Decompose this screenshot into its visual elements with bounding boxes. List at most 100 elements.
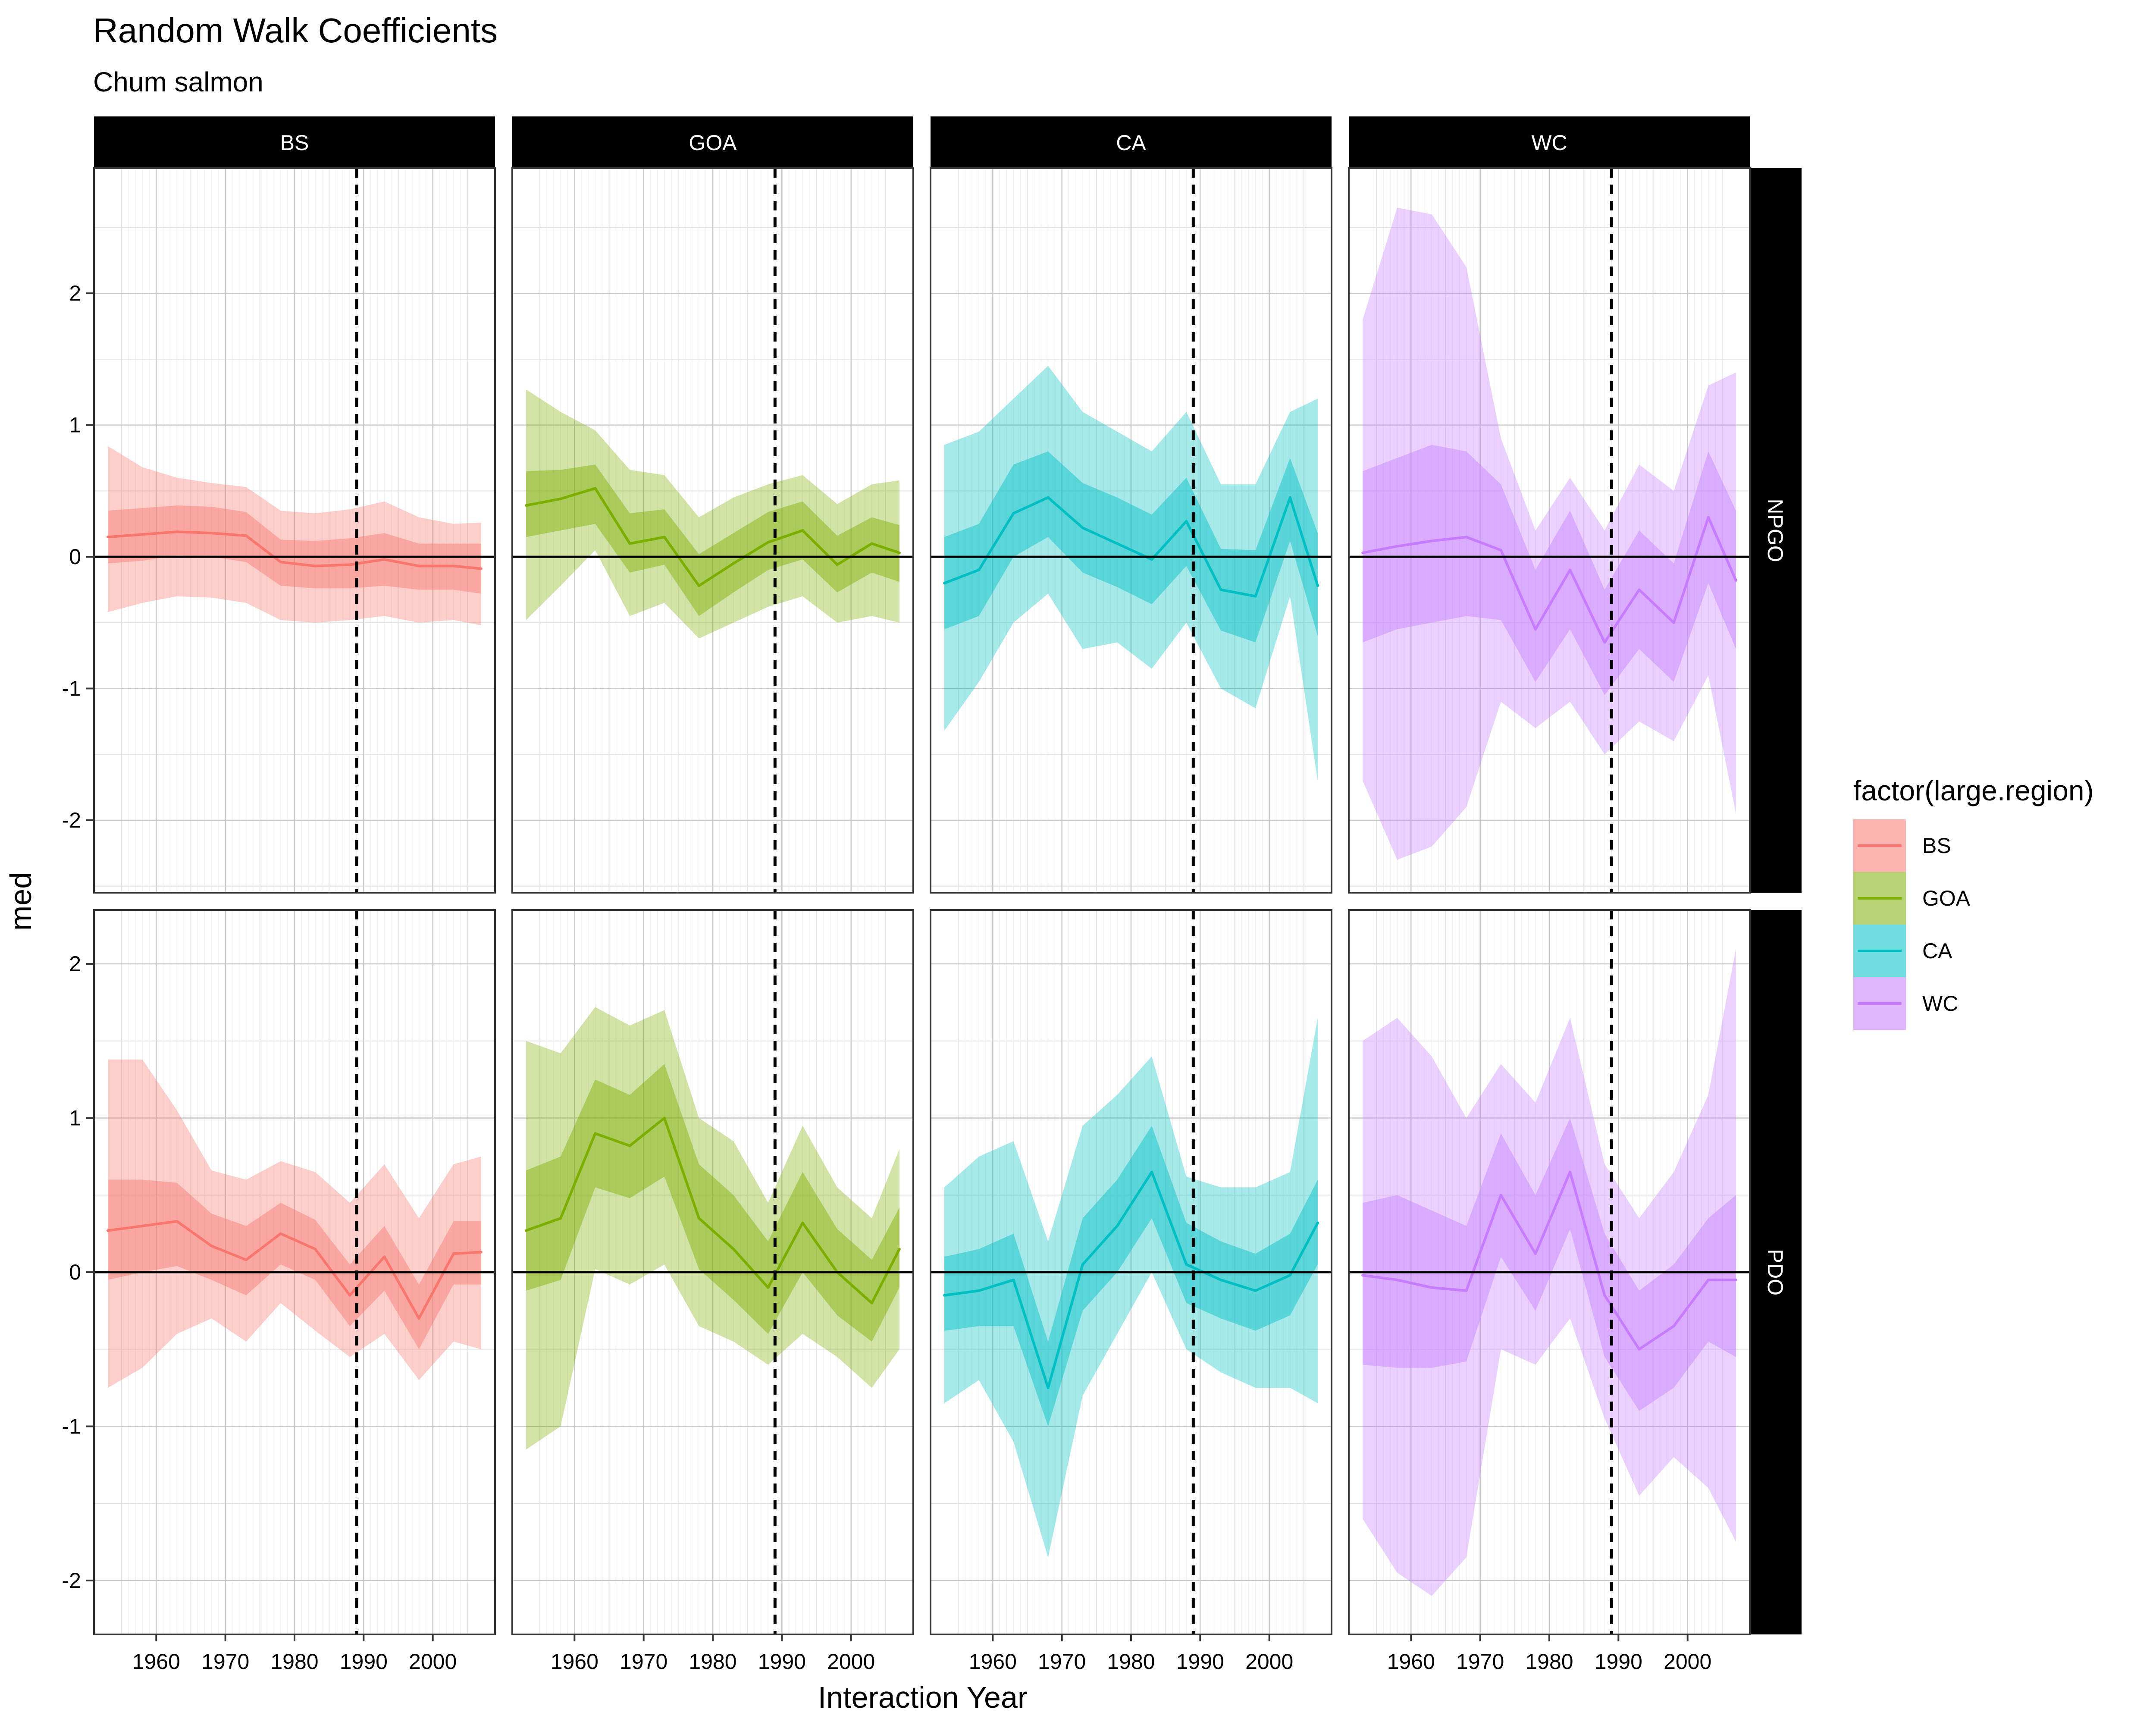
strip-bs [94, 116, 495, 168]
x-tick-label: 1960 [969, 1650, 1017, 1674]
panel-wc-pdo [1348, 909, 1751, 1635]
y-tick-label: 1 [69, 413, 81, 437]
y-tick-label: -2 [62, 1568, 81, 1593]
outer-credible-band [108, 1059, 481, 1388]
median-point [244, 1258, 248, 1261]
median-point [1150, 1170, 1153, 1173]
median-point [1047, 1386, 1050, 1389]
median-point [697, 584, 700, 587]
median-point [383, 558, 386, 561]
strip-pdo [1750, 910, 1802, 1634]
outer-credible-band [1363, 207, 1736, 860]
y-tick-label: 0 [69, 545, 81, 569]
median-point [836, 563, 839, 566]
panel-bs-pdo [93, 909, 496, 1635]
median-point [1361, 1274, 1364, 1277]
median-point [1316, 1221, 1319, 1224]
median-point [175, 1220, 179, 1223]
x-tick-label: 2000 [827, 1650, 875, 1674]
panel-wc-npgo [1348, 167, 1751, 894]
series-ca-pdo [943, 1018, 1319, 1558]
median-point [1465, 536, 1468, 539]
x-tick-label: 2000 [1664, 1650, 1711, 1674]
x-tick-label: 2000 [1245, 1650, 1293, 1674]
y-tick-label: 1 [69, 1106, 81, 1130]
median-point [141, 533, 144, 536]
outer-credible-band [526, 389, 899, 639]
median-point [628, 542, 631, 545]
median-point [1430, 1286, 1433, 1289]
legend-label-goa: GOA [1922, 886, 1971, 910]
strip-label-npgo: NPGO [1763, 499, 1787, 562]
median-point [697, 1217, 700, 1220]
strip-ca [931, 116, 1332, 168]
median-point [1430, 539, 1433, 543]
median-point [1672, 621, 1675, 624]
strip-npgo [1750, 168, 1802, 893]
outer-credible-band [526, 1007, 899, 1450]
median-point [479, 567, 483, 570]
x-tick-label: 1990 [340, 1650, 388, 1674]
median-line [944, 1170, 1319, 1389]
series-bs-pdo [107, 1059, 483, 1388]
median-point [1534, 1252, 1537, 1255]
median-point [1219, 588, 1222, 591]
median-point [1254, 595, 1257, 598]
legend-item-ca: CA [1853, 925, 1952, 977]
median-point [1465, 1289, 1468, 1292]
median-point [210, 532, 213, 535]
median-point [898, 1248, 901, 1251]
outer-credible-band [108, 446, 481, 625]
median-point [1116, 1224, 1119, 1227]
median-point [801, 529, 804, 532]
inner-credible-band [944, 1126, 1318, 1427]
median-point [1499, 1194, 1502, 1197]
panel-border [511, 167, 914, 894]
panel-goa-pdo [511, 909, 914, 1635]
median-point [1396, 545, 1399, 548]
median-point [479, 1251, 483, 1254]
legend-item-bs: BS [1853, 819, 1951, 872]
median-line [526, 487, 900, 587]
inner-credible-band [526, 464, 899, 616]
strip-goa [512, 116, 913, 168]
median-point [107, 1229, 110, 1232]
median-point [1603, 1294, 1606, 1297]
panel-border [1348, 167, 1751, 894]
median-point [1734, 579, 1737, 582]
y-tick-label: -1 [62, 1414, 81, 1438]
y-tick-label: 0 [69, 1260, 81, 1284]
strip-label-goa: GOA [689, 131, 737, 155]
median-point [943, 582, 946, 585]
median-point [1534, 628, 1537, 631]
median-point [559, 497, 562, 500]
median-point [1707, 516, 1710, 519]
median-point [279, 1232, 282, 1235]
median-line [1362, 1170, 1736, 1351]
median-line [944, 496, 1319, 598]
x-tick-label: 1990 [758, 1650, 806, 1674]
legend-label-bs: BS [1922, 834, 1951, 858]
series-bs-npgo [107, 446, 483, 625]
median-point [383, 1255, 386, 1258]
panel-ca-npgo [930, 167, 1332, 894]
median-point [1499, 549, 1502, 552]
median-point [452, 1252, 455, 1255]
median-point [1219, 1278, 1222, 1281]
series-wc-npgo [1361, 207, 1737, 860]
y-tick-label: -2 [62, 808, 81, 832]
x-tick-label: 1990 [1176, 1650, 1224, 1674]
median-point [348, 1294, 351, 1297]
strip-wc [1349, 116, 1750, 168]
median-line [107, 530, 482, 570]
median-point [417, 565, 420, 568]
median-point [1734, 1278, 1737, 1281]
x-tick-label: 1980 [1525, 1650, 1573, 1674]
median-point [767, 1286, 770, 1289]
median-point [175, 530, 179, 533]
x-tick-label: 1980 [1107, 1650, 1155, 1674]
median-point [594, 487, 597, 490]
median-point [314, 565, 317, 568]
median-point [279, 561, 282, 564]
y-tick-label: -1 [62, 677, 81, 701]
